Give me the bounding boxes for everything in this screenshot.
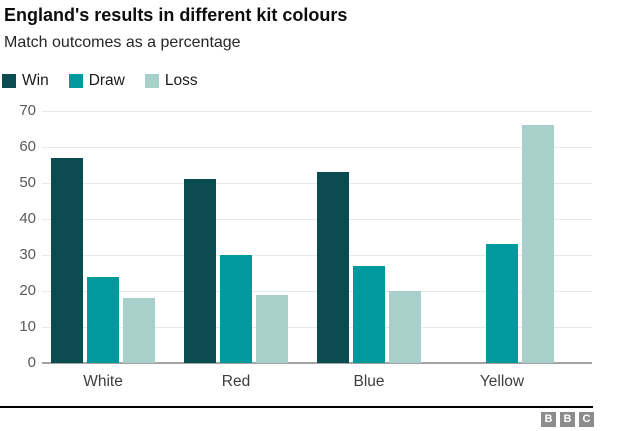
bar-red-loss [256, 294, 288, 363]
bar-red-win [184, 179, 216, 363]
x-category-label-yellow: Yellow [479, 373, 525, 390]
plot-area [42, 111, 592, 364]
legend-item-draw: Draw [68, 72, 125, 90]
legend-label-win: Win [22, 72, 49, 89]
y-tick-label-40: 40 [19, 210, 36, 227]
legend-item-win: Win [2, 72, 49, 90]
bar-blue-loss [389, 291, 421, 363]
bar-white-loss [123, 298, 155, 363]
chart-subtitle: Match outcomes as a percentage [4, 34, 241, 51]
bar-yellow-draw [486, 244, 518, 363]
legend-item-loss: Loss [144, 72, 198, 90]
x-axis-baseline [42, 362, 592, 364]
footer-divider [0, 406, 593, 408]
chart-title: England's results in different kit colou… [4, 5, 348, 25]
y-tick-label-20: 20 [19, 282, 36, 299]
legend-label-draw: Draw [88, 72, 125, 89]
y-tick-label-60: 60 [19, 138, 36, 155]
x-category-label-red: Red [221, 373, 251, 390]
bbc-logo-block-icon: C [579, 412, 594, 427]
legend-swatch-win-icon [2, 74, 16, 88]
y-tick-label-30: 30 [19, 246, 36, 263]
bar-yellow-loss [522, 125, 554, 363]
y-tick-label-70: 70 [19, 102, 36, 119]
bar-red-draw [220, 255, 252, 363]
bbc-logo-block-icon: B [541, 412, 556, 427]
y-tick-label-0: 0 [27, 354, 36, 371]
x-category-label-white: White [83, 373, 123, 390]
bar-group-blue [317, 172, 421, 363]
legend: Win Draw Loss [2, 72, 198, 90]
bar-group-yellow [450, 125, 554, 363]
bbc-logo-block-icon: B [560, 412, 575, 427]
legend-swatch-draw-icon [68, 74, 83, 88]
bar-group-red [184, 179, 288, 363]
bar-group-white [51, 157, 155, 363]
x-category-label-blue: Blue [353, 373, 385, 390]
gridline-70 [42, 111, 592, 112]
y-tick-label-10: 10 [19, 318, 36, 335]
legend-label-loss: Loss [164, 72, 198, 89]
bar-white-draw [87, 276, 119, 363]
legend-swatch-loss-icon [144, 74, 159, 88]
bar-blue-draw [353, 265, 385, 363]
y-tick-label-50: 50 [19, 174, 36, 191]
bar-chart: 0 10 20 30 40 50 60 70 White Red Blue Yellow [0, 102, 624, 404]
bar-white-win [51, 157, 83, 363]
bbc-logo: B B C [541, 412, 594, 427]
gridline-60 [42, 147, 592, 148]
bar-blue-win [317, 172, 349, 363]
